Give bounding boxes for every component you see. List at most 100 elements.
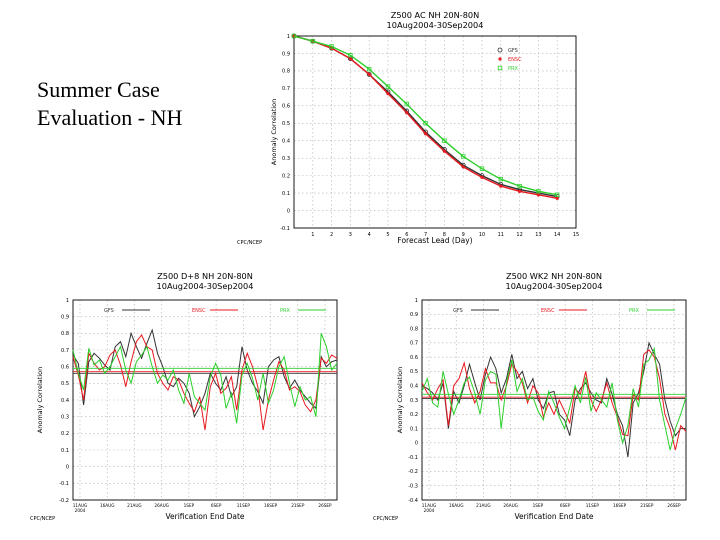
y-tick-label: 0.5 xyxy=(61,381,69,387)
legend-label: ENSC xyxy=(192,308,206,314)
legend-label: GFS xyxy=(453,308,463,314)
y-tick-label: 0 xyxy=(415,441,418,447)
data-point-gfs xyxy=(366,72,372,77)
y-tick-label: 1 xyxy=(415,298,418,304)
data-point-prx xyxy=(555,192,560,198)
x-tick-label: 26AUG xyxy=(154,503,169,508)
y-tick-label: 1 xyxy=(66,298,69,304)
y-tick-label: 0.8 xyxy=(282,69,290,75)
y-tick-label: 0.9 xyxy=(61,314,69,320)
x-tick-label: 21AUG xyxy=(127,503,142,508)
credit-label: CPC/NCEP xyxy=(30,516,55,522)
y-tick-label: 0.3 xyxy=(61,414,69,420)
legend-marker xyxy=(497,47,503,53)
x-tick-label: 16AUG xyxy=(449,503,464,508)
y-tick-label: 0.8 xyxy=(61,331,69,337)
y-tick-label: 0.9 xyxy=(282,51,290,57)
y-tick-label: 0.7 xyxy=(282,86,290,92)
x-tick-label: 12 xyxy=(516,232,522,238)
data-point-prx xyxy=(404,101,409,107)
data-point-ensc xyxy=(386,92,390,96)
y-tick-label: -0.3 xyxy=(408,484,418,490)
data-point-prx xyxy=(291,33,297,39)
data-point-ensc xyxy=(499,184,503,188)
y-tick-label: 0.4 xyxy=(410,384,418,390)
x-tick-label: 11 xyxy=(498,232,504,238)
x-tick-label: 7 xyxy=(424,232,427,238)
series-line-prx xyxy=(421,346,687,451)
x-tick-label: 26SEP xyxy=(318,503,332,508)
data-point-ensc xyxy=(536,193,541,197)
plot-frame xyxy=(421,299,687,501)
data-point-prx xyxy=(366,66,372,72)
x-tick-label: 16AUG xyxy=(100,503,115,508)
data-point-ensc xyxy=(555,196,559,200)
y-tick-label: -0.1 xyxy=(408,455,418,461)
data-point-ensc xyxy=(424,132,428,136)
x-tick-label: 11AUG xyxy=(422,503,437,508)
data-point-prx xyxy=(329,44,334,49)
y-tick-label: 0.9 xyxy=(410,312,418,318)
y-tick-label: 0.1 xyxy=(61,448,69,454)
chart-subtitle: 10Aug2004-30Sep2004 xyxy=(387,20,484,30)
legend-label: GFS xyxy=(508,48,518,54)
x-tick-label: 16SEP xyxy=(264,503,278,508)
x-tick-label: 16SEP xyxy=(613,503,627,508)
y-axis-label: Anomaly Correlation xyxy=(36,367,44,433)
y-tick-label: 0.8 xyxy=(410,326,418,332)
x-tick-label: 1SEP xyxy=(533,503,544,508)
y-axis-label: Anomaly Correlation xyxy=(270,99,278,165)
x-tick-label: 14 xyxy=(554,232,560,238)
x-tick-label: 15 xyxy=(573,232,579,238)
data-point-ensc xyxy=(442,149,446,153)
plot-frame xyxy=(293,35,577,229)
y-tick-label: 0.5 xyxy=(282,121,290,127)
y-tick-label: 0.2 xyxy=(61,431,69,437)
series-line-prx xyxy=(293,35,558,196)
x-tick-label: 8 xyxy=(443,232,446,238)
data-point-prx xyxy=(348,53,353,58)
legend-label: GFS xyxy=(104,308,114,314)
slide-title-line-2: Evaluation - NH xyxy=(37,105,183,130)
data-point-ensc xyxy=(461,165,465,169)
x-tick-label: 5 xyxy=(386,232,389,238)
x-axis-label: Verification End Date xyxy=(165,512,244,521)
legend-label: PRX xyxy=(280,308,290,314)
data-point-prx xyxy=(498,176,503,182)
y-tick-label: -0.2 xyxy=(408,469,418,475)
chart-subtitle: 10Aug2004-30Sep2004 xyxy=(506,281,603,291)
plot-frame xyxy=(72,299,338,501)
data-point-ensc xyxy=(367,72,371,76)
x-tick-label: 13 xyxy=(535,232,541,238)
legend-label: PRX xyxy=(508,66,518,72)
x-tick-label: 26SEP xyxy=(667,503,681,508)
y-tick-label: 0.1 xyxy=(410,426,418,432)
x-tick-label: 6SEP xyxy=(211,503,222,508)
x-tick-label: 26AUG xyxy=(503,503,518,508)
data-point-ensc xyxy=(518,189,522,193)
chart-title: Z500 WK2 NH 20N-80N xyxy=(506,271,602,281)
slide-title-line-1: Summer Case xyxy=(37,77,160,102)
credit-label: CPC/NCEP xyxy=(237,240,262,246)
y-tick-label: 0.6 xyxy=(282,104,290,110)
series-line-prx xyxy=(72,333,338,424)
legend-label: PRX xyxy=(629,308,639,314)
y-tick-label: -0.1 xyxy=(280,226,290,232)
x-tick-label: 11AUG xyxy=(73,503,88,508)
x-tick-label: 2 xyxy=(330,232,333,238)
y-tick-label: 0.1 xyxy=(282,191,290,197)
chart-1: 1 2 3 4 5 6 7 8 9 10 11 12 13 14 15-0.100.10.20.30.40.… xyxy=(237,10,579,246)
credit-label: CPC/NCEP xyxy=(373,516,398,522)
y-tick-label: -0.4 xyxy=(408,498,418,504)
data-point-prx xyxy=(442,138,447,143)
x-tick-label: 21SEP xyxy=(640,503,654,508)
x-tick-label: 1 xyxy=(311,232,314,238)
chart-title: Z500 AC NH 20N-80N xyxy=(391,10,480,20)
y-tick-label: -0.2 xyxy=(59,498,69,504)
y-tick-label: 0.7 xyxy=(410,341,418,347)
y-axis-label: Anomaly Correlation xyxy=(396,367,404,433)
y-tick-label: 0.4 xyxy=(282,139,290,145)
x-tick-label: 11SEP xyxy=(237,503,251,508)
